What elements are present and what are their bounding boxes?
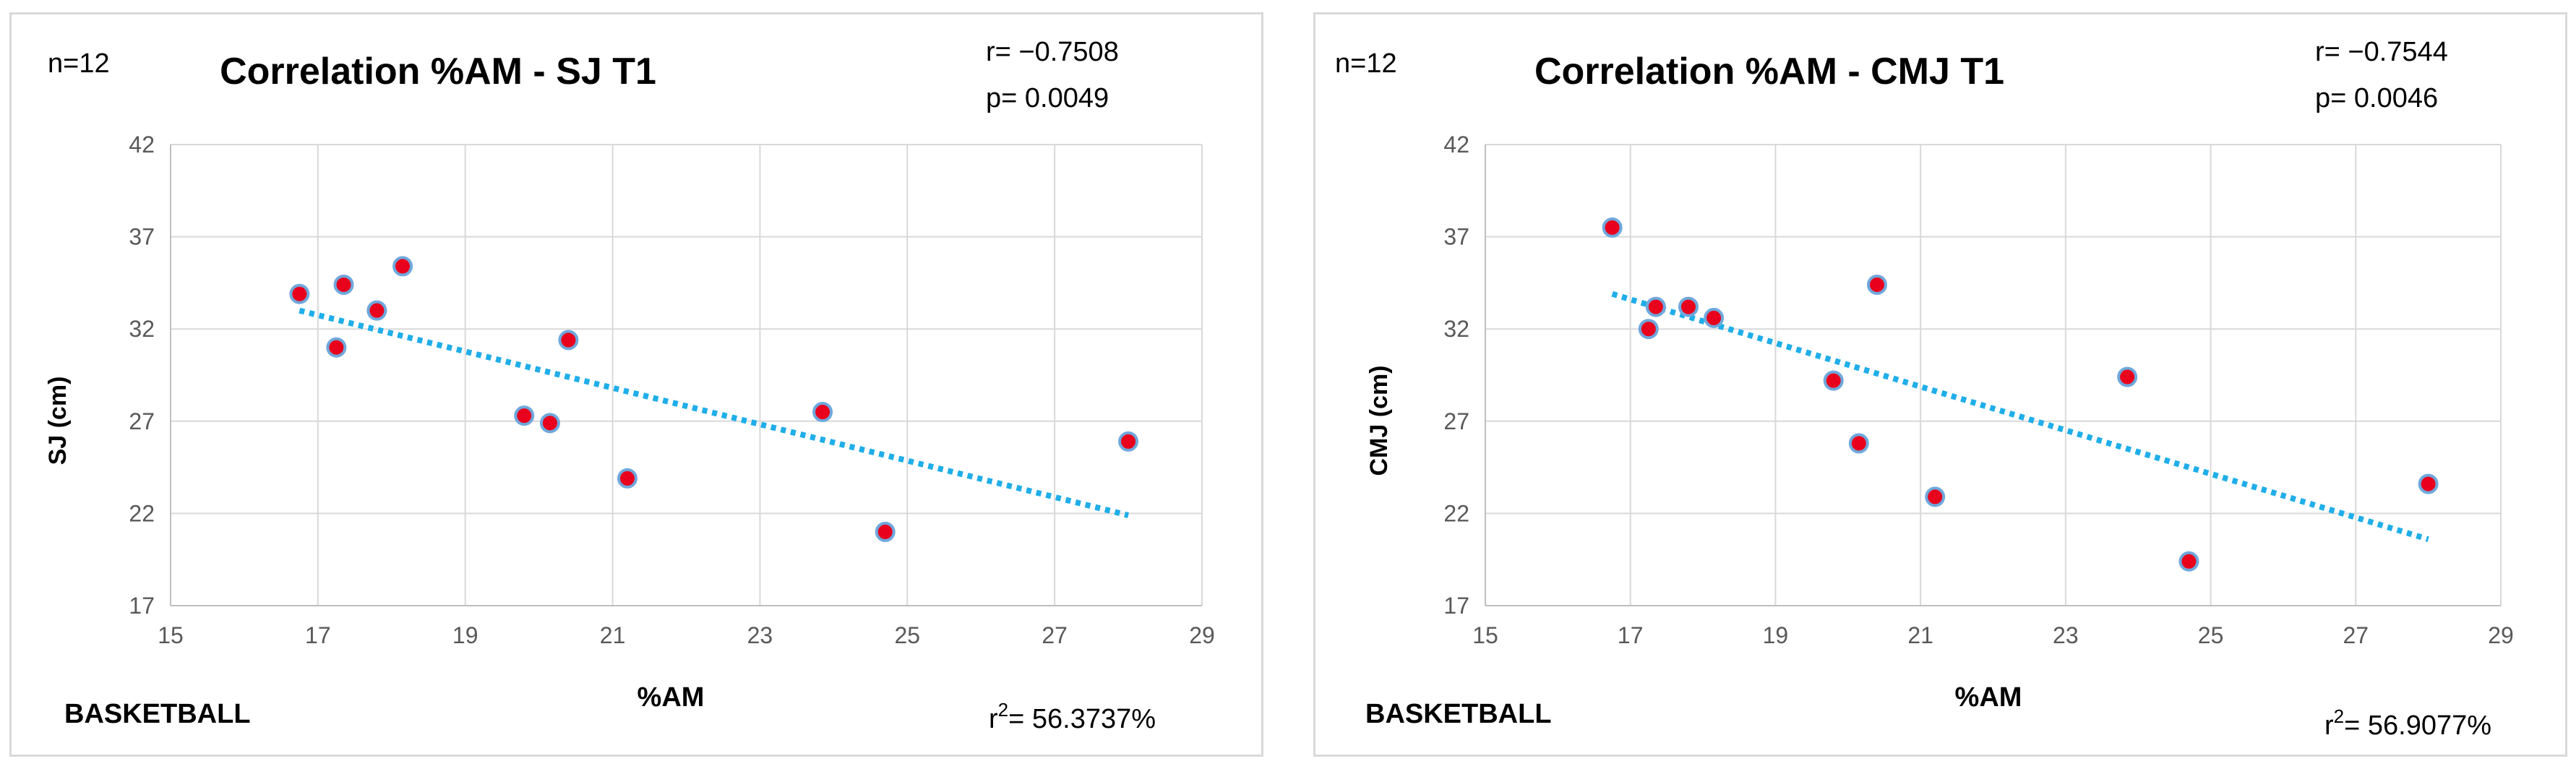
r-squared-label: r2= 56.9077% <box>2324 705 2491 741</box>
r-squared-label: r2= 56.3737% <box>989 699 1156 734</box>
r-value-label: r= −0.7508 <box>986 37 1119 67</box>
p-value-label: p= 0.0046 <box>2315 83 2438 113</box>
y-tick-label: 17 <box>1443 593 1469 619</box>
sample-size-label: n=12 <box>48 48 110 79</box>
x-tick-label: 29 <box>2488 622 2514 648</box>
chart-panel-cmj: 15 17 19 21 23 25 27 29 17 22 27 32 37 42 n=12 Correl… <box>1313 12 2567 757</box>
x-tick-label: 19 <box>452 622 478 648</box>
data-point <box>617 468 637 489</box>
x-tick-label: 27 <box>1042 622 1068 648</box>
data-point <box>539 413 560 434</box>
y-tick-label: 42 <box>1443 132 1469 158</box>
data-point <box>1866 274 1887 295</box>
r-squared-superscript: 2 <box>998 699 1008 721</box>
data-point <box>326 337 347 358</box>
trendline <box>1611 291 2429 542</box>
x-tick-label: 21 <box>600 622 626 648</box>
trendline <box>299 307 1130 518</box>
data-point <box>333 274 354 295</box>
chart-title: Correlation %AM - CMJ T1 <box>1534 51 2004 93</box>
data-point <box>1602 217 1623 238</box>
data-point <box>875 521 896 542</box>
sample-size-label: n=12 <box>1335 48 1397 79</box>
chart-title: Correlation %AM - SJ T1 <box>220 51 656 93</box>
chart-panel-sj: 15 17 19 21 23 25 27 29 17 22 27 32 37 42 n=12 Correl… <box>9 12 1263 757</box>
x-axis-label: %AM <box>1955 682 2022 713</box>
data-point <box>289 283 310 304</box>
data-point <box>812 402 833 423</box>
x-tick-label: 25 <box>2198 622 2224 648</box>
y-tick-label: 27 <box>129 408 155 434</box>
data-point <box>392 256 413 277</box>
data-point <box>2418 473 2439 494</box>
data-point <box>1823 370 1844 391</box>
x-tick-label: 19 <box>1763 622 1789 648</box>
data-point <box>558 330 579 351</box>
y-tick-label: 22 <box>129 500 155 526</box>
r-squared-superscript: 2 <box>2334 705 2344 727</box>
x-tick-label: 17 <box>305 622 331 648</box>
y-axis-label: CMJ (cm) <box>1365 365 1393 476</box>
y-tick-label: 32 <box>129 316 155 342</box>
data-point <box>1848 433 1869 454</box>
data-point <box>1678 296 1699 317</box>
data-point <box>2178 551 2199 572</box>
x-tick-label: 23 <box>747 622 773 648</box>
data-point <box>1645 296 1666 317</box>
y-tick-label: 37 <box>1443 224 1469 250</box>
x-tick-label: 15 <box>1472 622 1498 648</box>
data-point <box>1925 486 1946 507</box>
x-tick-label: 21 <box>1907 622 1933 648</box>
data-point <box>1638 319 1659 340</box>
y-tick-label: 42 <box>129 132 155 158</box>
x-tick-label: 25 <box>894 622 920 648</box>
x-axis-label: %AM <box>637 682 705 713</box>
x-tick-label: 27 <box>2343 622 2369 648</box>
x-tick-label: 15 <box>158 622 184 648</box>
r-squared-value: = 56.9077% <box>2344 710 2491 741</box>
r-squared-prefix: r <box>989 704 998 734</box>
x-tick-label: 17 <box>1618 622 1644 648</box>
r-value-label: r= −0.7544 <box>2315 37 2448 67</box>
y-tick-label: 17 <box>129 593 155 619</box>
data-point <box>1704 307 1725 328</box>
x-tick-label: 29 <box>1189 622 1215 648</box>
y-tick-label: 32 <box>1443 316 1469 342</box>
data-point <box>1118 431 1139 452</box>
group-label: BASKETBALL <box>64 699 251 729</box>
data-point <box>514 405 535 426</box>
r-squared-prefix: r <box>2324 710 2334 741</box>
r-squared-value: = 56.3737% <box>1008 704 1156 734</box>
x-tick-label: 23 <box>2053 622 2079 648</box>
y-tick-label: 27 <box>1443 408 1469 434</box>
group-label: BASKETBALL <box>1365 699 1552 729</box>
p-value-label: p= 0.0049 <box>986 83 1109 113</box>
y-axis-label: SJ (cm) <box>44 377 72 465</box>
data-point <box>366 300 387 321</box>
data-point <box>2117 366 2138 387</box>
y-tick-label: 22 <box>1443 500 1469 526</box>
y-tick-label: 37 <box>129 224 155 250</box>
